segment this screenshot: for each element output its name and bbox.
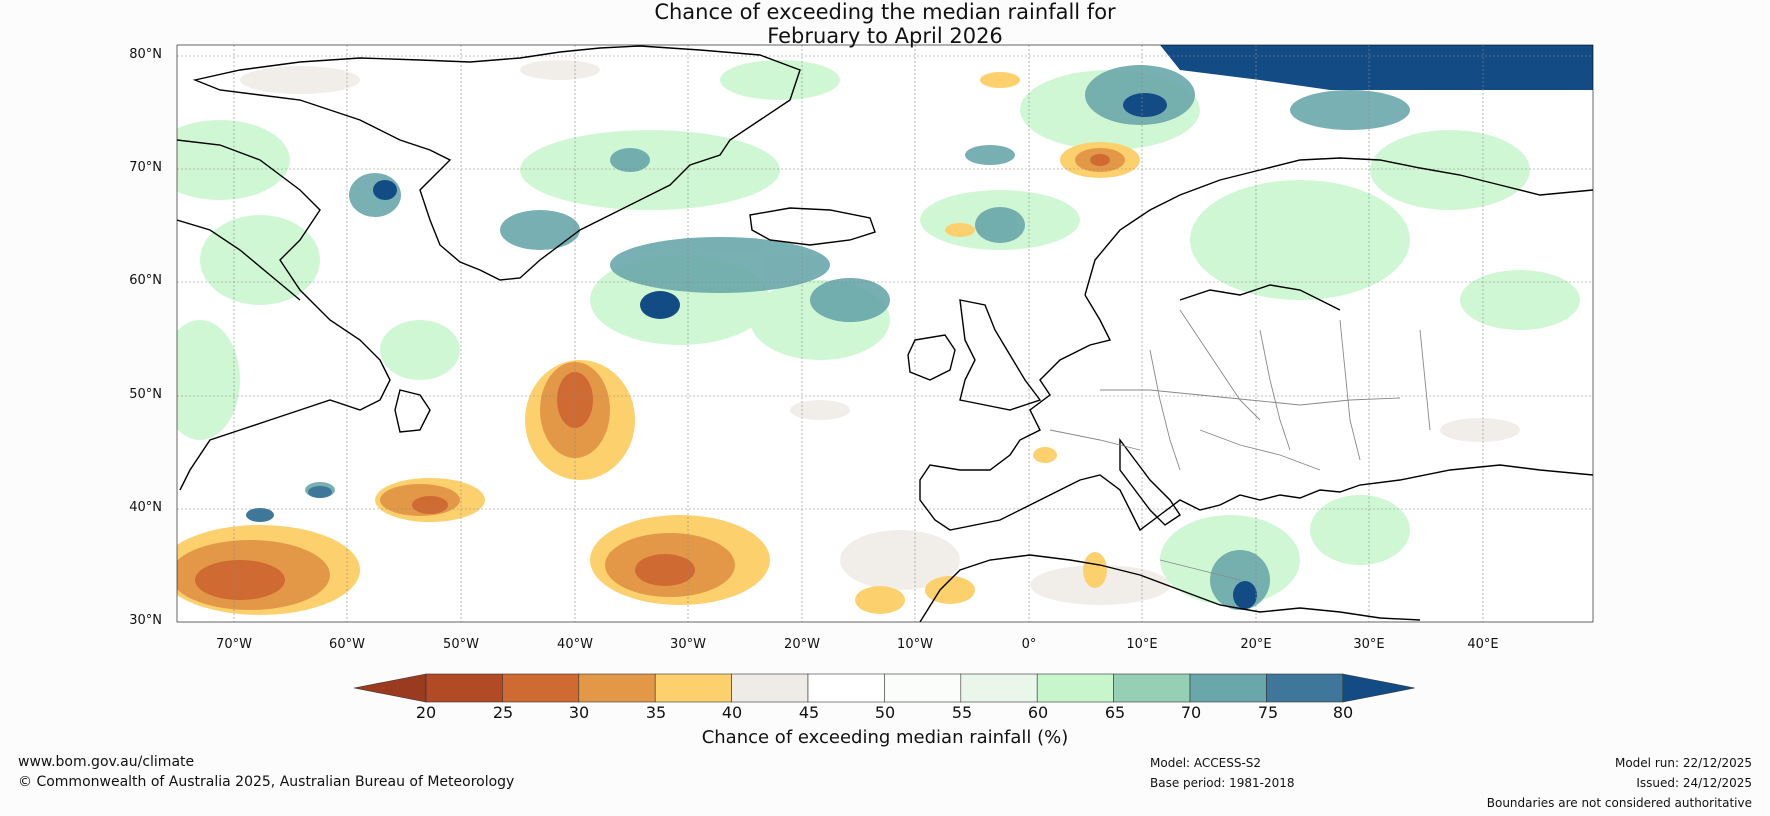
colorbar-tick: 60 [1027,703,1049,722]
colorbar-label: Chance of exceeding median rainfall (%) [701,727,1069,748]
issued-text: Issued: 24/12/2025 [1636,776,1752,790]
coastlines [177,45,1593,622]
lat-label: 40°N [129,500,162,515]
colorbar-tick: 30 [568,703,590,722]
lat-label: 70°N [129,160,162,175]
map-title: Chance of exceeding the median rainfall … [0,0,1770,48]
colorbar-bin [425,673,503,703]
colorbar-tick: 55 [951,703,973,722]
neutral-patches [240,60,1520,605]
lon-label: 40°E [1467,637,1499,652]
ireland-coast [907,334,956,381]
lon-label: 50°W [443,637,479,652]
colorbar-tick: 20 [415,703,437,722]
colorbar-extend-high [1342,673,1415,703]
title-line-1: Chance of exceeding the median rainfall … [654,0,1116,24]
europe-coast [919,157,1593,532]
labrador-coast [177,219,301,301]
lat-label: 50°N [129,387,162,402]
lat-label: 60°N [129,273,162,288]
colorbar-bin [1189,673,1267,703]
colorbar-bin [578,673,656,703]
copyright-text: © Commonwealth of Australia 2025, Austra… [18,774,515,790]
colorbar-bin [807,673,885,703]
colorbar-tick: 40 [721,703,743,722]
iceland-coast [749,207,876,246]
colorbar-bin [960,673,1038,703]
model-text: Model: ACCESS-S2 [1150,756,1262,770]
lon-label: 60°W [329,637,365,652]
model-run-text: Model run: 22/12/2025 [1614,756,1752,770]
colorbar-tick: 80 [1332,703,1354,722]
colorbar-extend-low [353,673,427,703]
colorbar-bin [1113,673,1191,703]
map-area [177,45,1593,622]
lat-label: 80°N [129,47,162,62]
graticule [177,45,1593,622]
newfoundland-coast [394,389,431,433]
lon-label: 10°W [897,637,933,652]
colorbar-tick: 45 [798,703,820,722]
colorbar-bin [731,673,809,703]
disclaimer-text: Boundaries are not considered authoritat… [1486,796,1752,810]
colorbar-bin [1266,673,1344,703]
lat-label: 30°N [129,613,162,628]
website-link[interactable]: www.bom.gov.au/climate [18,754,195,770]
italy-coast [1119,437,1181,526]
colorbar-tick: 75 [1257,703,1279,722]
borders [1049,309,1431,581]
colorbar-bin [1036,673,1114,703]
colorbar-bin [884,673,962,703]
blue-areas [246,45,1593,609]
lon-label: 40°W [557,637,593,652]
colorbar-bin [502,673,580,703]
lon-label: 30°E [1353,637,1385,652]
lon-label: 20°W [784,637,820,652]
canada-coast [177,139,391,491]
map-frame [176,44,1594,623]
colorbar-tick: 50 [874,703,896,722]
north-africa-coast [919,554,1421,622]
colorbar-tick: 25 [492,703,514,722]
colorbar-tick: 35 [645,703,667,722]
greenland-coast [192,45,801,281]
colorbar-tick: 70 [1180,703,1202,722]
colorbar-tick: 65 [1104,703,1126,722]
lon-label: 10°E [1126,637,1158,652]
lon-label: 30°W [670,637,706,652]
lon-label: 20°E [1240,637,1272,652]
base-period-text: Base period: 1981-2018 [1150,776,1295,790]
lon-label: 70°W [216,637,252,652]
title-line-2: February to April 2026 [767,24,1003,48]
baltic-coast [1179,284,1341,311]
great-britain-coast [959,299,1042,411]
colorbar [353,673,1415,703]
lon-label: 0° [1021,637,1037,652]
colorbar-bin [654,673,732,703]
